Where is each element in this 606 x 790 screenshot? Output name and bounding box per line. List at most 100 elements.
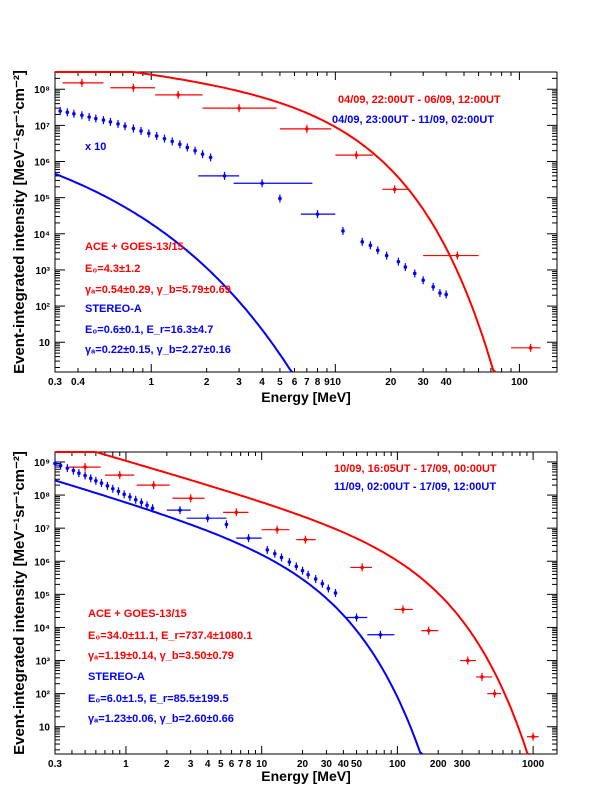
top-blue-data-point — [200, 152, 205, 156]
bottom-blue-data-point — [99, 481, 104, 485]
top-x-tick-label: 30 — [418, 377, 430, 388]
top-x-tick-label: 5 — [277, 377, 283, 388]
top-y-tick-label: 10⁷ — [35, 121, 50, 132]
top-blue-data-point — [421, 278, 425, 283]
top-blue-data-point — [444, 292, 448, 297]
top-red-fit-curve — [55, 71, 497, 373]
top-red-data-point — [528, 346, 533, 350]
bottom-blue-data-point — [145, 503, 149, 508]
top-x-tick-label: 3 — [236, 377, 242, 388]
bottom-red-data-point — [531, 734, 535, 739]
bottom-blue-data-point — [313, 577, 318, 581]
top-x-tick-label: 1 — [148, 377, 154, 388]
bottom-blue-data-point — [300, 568, 305, 573]
bottom-blue-data-point — [265, 548, 270, 552]
bottom-y-tick-label: 10² — [36, 690, 51, 701]
bottom-x-tick-label: 20 — [297, 759, 309, 770]
bottom-blue-data-point — [83, 473, 87, 478]
top-x-tick-label: 100 — [511, 377, 528, 388]
bottom-red-data-point — [360, 565, 364, 570]
top-red-data-point — [80, 81, 84, 85]
bottom-blue-fit-curve — [54, 479, 423, 755]
bottom-y-tick-label: 10⁹ — [34, 458, 50, 469]
top-x-tick-label: 10 — [330, 377, 342, 388]
top-red-data-point — [176, 93, 180, 97]
bottom-blue-data-point — [279, 555, 284, 560]
bottom-red-data-point — [188, 496, 193, 501]
bottom-legend-blue: 11/09, 02:00UT - 17/09, 12:00UT — [334, 481, 496, 493]
top-chart-panel: 0.3 0.4 1 2 3 4 5 6 7 8 9 10 20 30 40 1001010²10³10⁴10⁵… — [11, 70, 558, 405]
top-blue-data-point — [375, 248, 380, 253]
bottom-y-tick-label: 10 — [39, 723, 51, 734]
bottom-stereo-param-1: E₀=6.0±1.5, E_r=85.5±199.5 — [88, 693, 229, 705]
bottom-blue-data-point — [354, 615, 359, 620]
top-x-tick-label: 7 — [304, 377, 310, 388]
bottom-x-tick-label: 4 — [205, 759, 211, 770]
bottom-x-tick-label: 7 — [238, 759, 244, 770]
top-blue-data-point — [193, 148, 197, 153]
top-blue-data-point — [94, 116, 98, 121]
top-blue-data-point — [87, 115, 91, 119]
bottom-blue-data-point — [306, 572, 310, 577]
top-red-data-point — [131, 85, 136, 90]
top-stereo-title: STEREO-A — [85, 303, 142, 315]
bottom-x-tick-label: 6 — [229, 759, 235, 770]
bottom-blue-data-point — [133, 497, 138, 502]
bottom-blue-data-point — [224, 522, 229, 527]
bottom-x-tick-label: 0.3 — [48, 759, 62, 770]
bottom-legend-red: 10/09, 16:05UT - 17/09, 00:00UT — [334, 463, 497, 475]
top-blue-data-point — [108, 120, 113, 124]
top-x-tick-label: 9 — [324, 377, 330, 388]
top-blue-data-point — [185, 145, 190, 150]
bottom-x-tick-label: 40 — [338, 759, 350, 770]
bottom-red-fit-curve — [55, 451, 530, 755]
top-x-tick-label: 20 — [385, 377, 397, 388]
top-x-tick-label: 0.3 — [48, 377, 62, 388]
bottom-blue-data-point — [116, 489, 121, 494]
bottom-y-axis-label: Event-integrated intensity [MeV⁻¹sr⁻¹cm⁻… — [11, 451, 28, 755]
top-red-data-point — [392, 187, 397, 192]
top-blue-data-point — [278, 196, 282, 201]
top-y-tick-label: 10⁸ — [34, 85, 50, 96]
top-y-tick-label: 10⁴ — [34, 230, 50, 241]
bottom-x-tick-label: 100 — [389, 759, 406, 770]
bottom-blue-data-point — [58, 463, 63, 468]
bottom-y-tick-label: 10⁵ — [34, 590, 50, 601]
bottom-blue-data-point — [287, 560, 292, 564]
bottom-ace-param-2: γₐ=1.19±0.14, γ_b=3.50±0.79 — [88, 650, 234, 662]
top-y-tick-label: 10 — [39, 338, 51, 349]
bottom-blue-data-point — [94, 478, 98, 483]
top-x-tick-label: 0.4 — [71, 377, 85, 388]
bottom-red-data-point — [401, 607, 405, 612]
bottom-x-tick-label: 300 — [454, 759, 471, 770]
bottom-y-tick-label: 10³ — [36, 657, 51, 668]
top-x-tick-label: 2 — [204, 377, 210, 388]
top-red-data-point — [237, 106, 241, 110]
top-y-tick-label: 10³ — [36, 266, 51, 277]
bottom-blue-data-point — [77, 471, 81, 475]
top-x-axis-label: Energy [MeV] — [261, 389, 350, 405]
top-x-tick-label: 6 — [292, 377, 298, 388]
top-red-data-point — [305, 127, 309, 131]
top-blue-data-point — [178, 142, 182, 147]
top-blue-data-point — [412, 271, 417, 276]
bottom-red-data-point — [275, 527, 279, 532]
top-blue-data-point — [222, 174, 227, 178]
bottom-blue-data-point — [88, 476, 93, 481]
bottom-stereo-param-2: γₐ=1.23±0.06, γ_b=2.60±0.66 — [88, 713, 234, 725]
top-blue-data-point — [116, 122, 120, 126]
bottom-ace-param-1: E₀=34.0±11.1, E_r=737.4±1080.1 — [88, 630, 252, 642]
top-blue-data-point — [360, 240, 365, 244]
top-blue-data-point — [72, 111, 76, 116]
top-blue-data-point — [438, 291, 442, 295]
bottom-blue-data-point — [122, 492, 126, 497]
bottom-y-tick-label: 10⁴ — [34, 623, 50, 634]
bottom-blue-data-point — [320, 581, 325, 586]
bottom-red-data-point — [426, 628, 431, 633]
top-stereo-param-1: E₀=0.6±0.1, E_r=16.3±4.7 — [85, 324, 213, 336]
bottom-blue-data-point — [246, 536, 251, 540]
bottom-red-data-point — [492, 691, 497, 696]
top-blue-data-point — [123, 124, 127, 128]
bottom-y-tick-label: 10⁶ — [34, 557, 50, 568]
top-blue-data-point — [315, 212, 320, 216]
